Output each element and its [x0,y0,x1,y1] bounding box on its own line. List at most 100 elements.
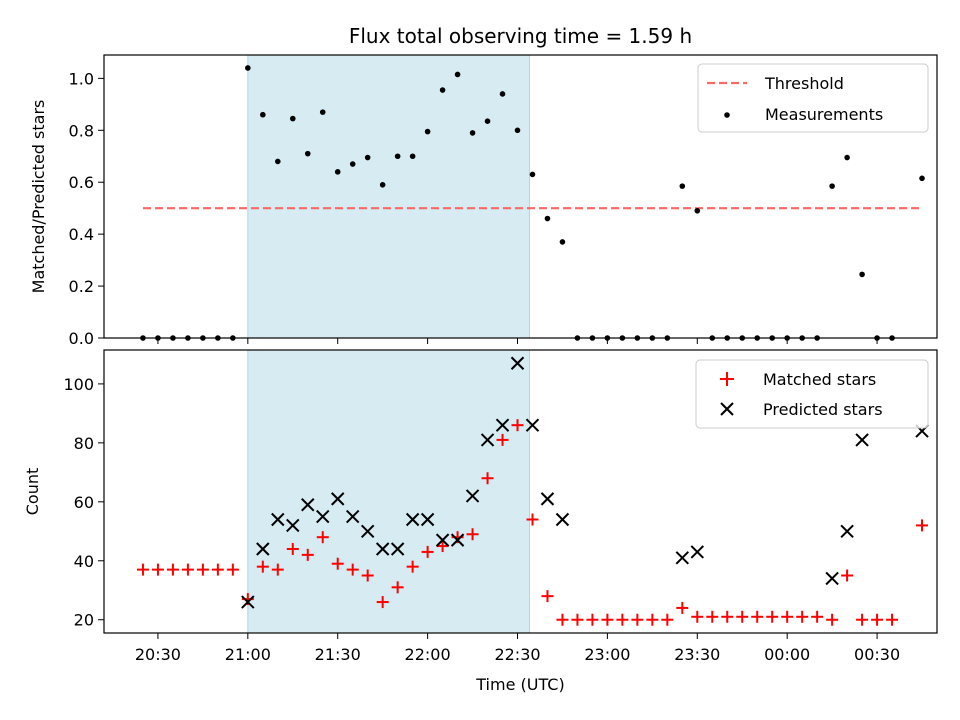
x-tick-label: 00:00 [764,645,810,664]
predicted-star-point [525,418,540,432]
measurement-point [919,175,925,182]
measurement-point [559,239,566,245]
top-shaded-interval [247,54,530,339]
matched-star-point [346,563,359,576]
x-tick-label: 22:30 [494,645,540,664]
matched-star-point [586,613,599,626]
bottom-x-axis-label: Time (UTC) [475,675,564,694]
shaded-interval-band [247,54,530,339]
predicted-star-point [241,595,255,609]
top-axes-frame [103,54,938,339]
measurement-point [394,153,401,160]
matched-star-point [751,610,764,623]
matched-star-point [781,610,794,623]
legend-predicted-label: Predicted stars [763,400,883,419]
measurement-point [379,182,386,188]
measurement-point [679,183,686,189]
top-legend: Threshold Measurements [697,63,929,133]
x-tick-label: 20:30 [135,645,181,664]
predicted-star-point [390,542,405,556]
shaded-interval-band [247,349,530,634]
measurement-point [439,87,446,93]
predicted-star-point [840,524,854,539]
predicted-star-point [555,512,570,527]
matched-star-point [166,563,179,576]
measurement-point [260,111,266,118]
measurement-point [694,207,701,214]
matched-star-point [706,610,719,623]
measurement-point [349,161,356,167]
measurement-point [844,154,850,161]
y-tick-label: 20 [74,611,94,630]
matched-star-point [691,610,704,623]
matched-star-point [886,613,899,626]
legend-threshold-label: Threshold [764,74,844,93]
measurement-point [289,115,296,122]
x-tick-label: 21:00 [225,645,271,664]
bottom-shaded-interval [247,349,530,634]
matched-star-point [331,557,344,570]
measurement-point [424,128,431,135]
top-panel: 0.0 0.2 0.4 0.6 0.8 1.0 Flux total observing … [29,24,938,348]
matched-star-point [436,540,449,553]
matched-star-point [256,560,269,573]
bottom-y-ticks: 20 40 60 80 100 [63,375,104,630]
matched-star-point [616,613,629,626]
measurement-point [484,118,491,125]
measurement-point [304,150,311,157]
matched-star-point [511,419,524,432]
predicted-star-point [301,498,315,512]
x-tick-label: 21:30 [315,645,361,664]
y-tick-label: 1.0 [69,69,94,88]
measurement-point [409,153,416,160]
predicted-star-point [360,524,375,539]
predicted-star-point [480,433,495,447]
bottom-x-ticks: 20:30 21:00 21:30 22:00 22:30 23:00 23:30 00:00… [135,633,900,664]
predicted-star-point [271,512,285,527]
bottom-legend: Matched stars Predicted stars [695,359,929,429]
bottom-axes-frame [103,349,938,634]
measurement-point [514,127,521,134]
matched-star-point [841,569,854,582]
measurement-point [544,215,551,222]
predicted-star-point [331,492,345,506]
measurement-point [469,130,476,136]
matched-star-point [181,563,194,576]
predicted-star-point [345,509,360,524]
top-legend-box [697,63,929,133]
matched-star-point [796,610,809,623]
bottom-panel: 20 40 60 80 100 20:30 21:00 21:30 22:00 22:30 23:… [23,349,938,694]
x-tick-label: 23:00 [584,645,630,664]
bottom-markers [136,356,929,626]
predicted-star-point [540,492,555,506]
matched-star-point [496,433,509,446]
chart-title: Flux total observing time = 1.59 h [349,24,692,48]
y-tick-label: 0.0 [69,329,94,348]
x-tick-label: 23:30 [674,645,720,664]
matched-star-point [481,472,494,485]
y-tick-label: 100 [63,375,94,394]
predicted-star-point [690,545,704,559]
matched-star-point [301,548,314,561]
matched-star-point [196,563,209,576]
matched-star-point [571,613,584,626]
matched-star-point [526,513,539,526]
x-tick-label: 00:30 [854,645,900,664]
matched-star-point [871,613,884,626]
matched-star-point [136,563,149,576]
measurement-point [454,71,461,78]
top-x-ticks [157,338,878,344]
matched-star-point [601,613,614,626]
matched-star-point [631,613,644,626]
matched-star-point [421,545,434,558]
bottom-y-axis-label: Count [23,468,42,516]
predicted-star-point [256,542,270,556]
legend-measurements-swatch [724,112,730,118]
matched-star-point [916,519,929,532]
x-tick-label: 22:00 [405,645,451,664]
measurement-point [829,183,835,189]
predicted-star-point [316,509,330,524]
y-tick-label: 80 [74,434,94,453]
measurement-point [364,154,371,161]
